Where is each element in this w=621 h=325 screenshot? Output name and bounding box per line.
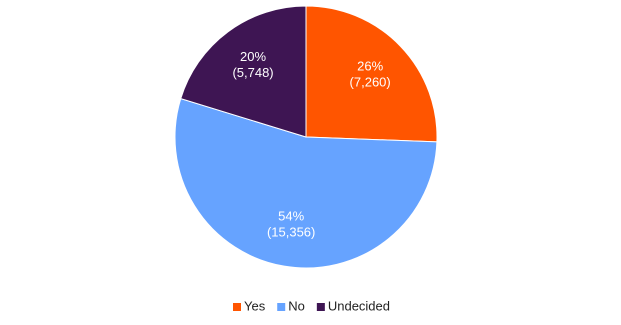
count-label: (7,260) [350, 75, 391, 90]
legend-label: Yes [244, 298, 266, 313]
legend-label: Undecided [328, 298, 390, 313]
percent-label: 26% [357, 59, 383, 74]
legend-label: No [288, 298, 305, 313]
legend-swatch [316, 303, 325, 311]
percent-label: 54% [278, 208, 304, 223]
pie-slice [174, 97, 438, 269]
pie-slice [305, 5, 438, 143]
legend-swatch [277, 303, 286, 311]
count-label: (5,748) [232, 65, 273, 80]
legend-swatch [233, 303, 241, 311]
pie-slice [180, 5, 307, 138]
percent-label: 20% [240, 49, 266, 64]
count-label: (15,356) [267, 224, 315, 239]
